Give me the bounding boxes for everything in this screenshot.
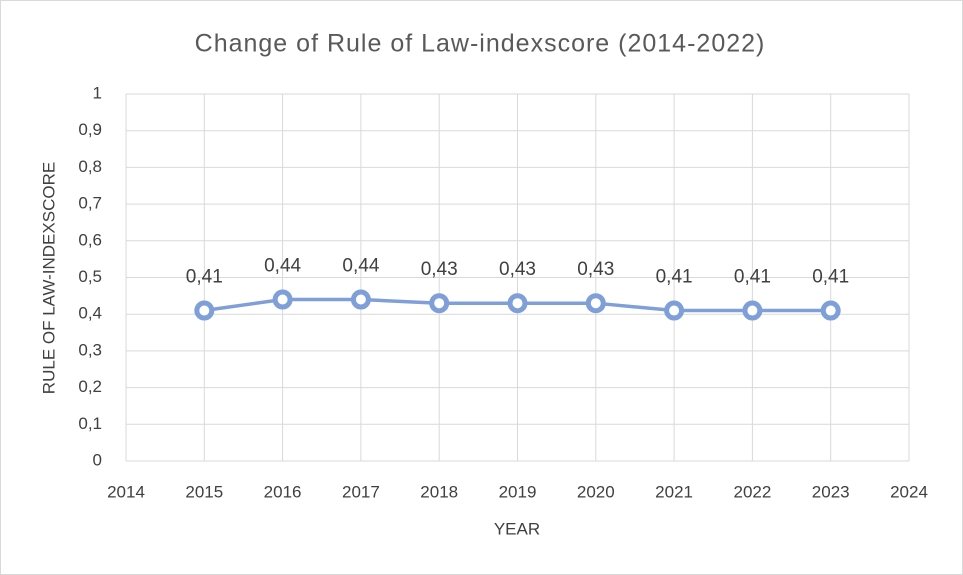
x-tick-label: 2015 [185,482,223,501]
data-label: 0,41 [656,267,693,288]
x-tick-label: 2018 [420,482,458,501]
data-point [585,293,606,314]
y-tick-label: 0,8 [78,157,102,176]
y-tick-label: 0,1 [78,414,102,433]
x-tick-label: 2022 [733,482,771,501]
data-point [742,300,763,321]
data-label: 0,44 [342,256,379,277]
y-tick-label: 0 [93,450,102,469]
data-point [507,293,528,314]
y-tick-label: 0,2 [78,377,102,396]
x-tick-label: 2019 [499,482,537,501]
data-label: 0,41 [186,267,223,288]
data-label: 0,43 [577,259,614,280]
y-tick-label: 0,7 [78,194,102,213]
x-axis-label: YEAR [494,519,540,538]
x-tick-label: 2014 [107,482,145,501]
y-tick-label: 0,4 [78,304,102,323]
data-point [194,300,215,321]
y-axis-label: RULE OF LAW-INDEXSCORE [39,162,58,394]
x-tick-label: 2016 [264,482,302,501]
data-label: 0,41 [734,267,771,288]
y-tick-label: 0,5 [78,267,102,286]
data-point [664,300,685,321]
x-tick-label: 2020 [577,482,615,501]
data-label: 0,43 [421,259,458,280]
y-tick-label: 1 [93,83,102,102]
data-point [820,300,841,321]
data-label: 0,43 [499,259,536,280]
data-point [429,293,450,314]
x-tick-label: 2017 [342,482,380,501]
y-tick-label: 0,3 [78,340,102,359]
data-point [272,289,293,310]
y-tick-label: 0,6 [78,230,102,249]
data-point [350,289,371,310]
data-label: 0,44 [264,256,301,277]
x-tick-label: 2024 [890,482,928,501]
y-tick-label: 0,9 [78,120,102,139]
x-tick-label: 2021 [655,482,693,501]
data-label: 0,41 [812,267,849,288]
x-tick-label: 2023 [812,482,850,501]
chart-title: Change of Rule of Law-indexscore (2014-2… [195,30,766,58]
